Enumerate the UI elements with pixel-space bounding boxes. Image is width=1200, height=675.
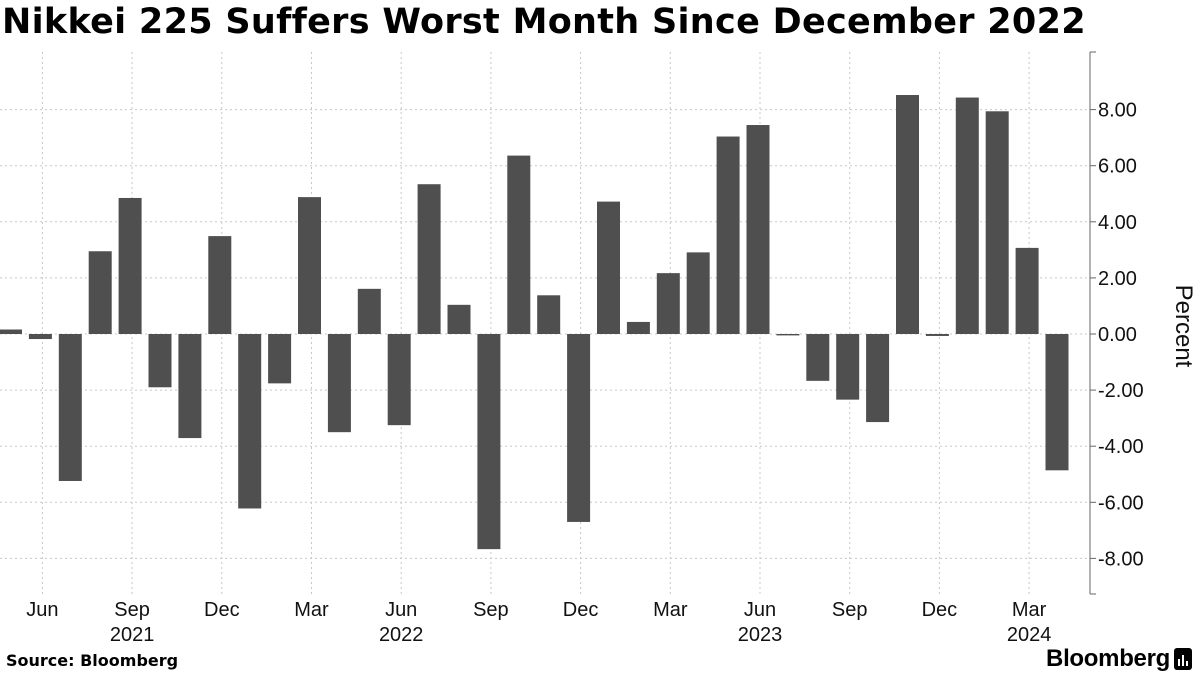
x-tick-label: Mar xyxy=(653,599,688,621)
bar-2024-04 xyxy=(1045,334,1069,471)
x-tick-label: Mar xyxy=(294,599,329,621)
y-tick-label: -6.00 xyxy=(1098,492,1144,514)
y-tick-label: 4.00 xyxy=(1098,212,1137,234)
bar-2022-04 xyxy=(327,334,351,433)
y-tick-label: 0.00 xyxy=(1098,324,1137,346)
y-tick-label: 2.00 xyxy=(1098,268,1137,290)
x-tick-label: Sep xyxy=(473,599,509,621)
x-tick-label: Dec xyxy=(563,599,599,621)
bar-2022-09 xyxy=(477,334,501,550)
bar-2024-02 xyxy=(985,111,1009,335)
bloomberg-terminal-icon xyxy=(1174,648,1192,670)
bar-2022-06 xyxy=(387,334,411,426)
y-tick-label: 6.00 xyxy=(1098,156,1137,178)
source-note: Source: Bloomberg xyxy=(6,651,179,670)
x-year-label: 2023 xyxy=(738,624,783,646)
y-tick-label: 8.00 xyxy=(1098,100,1137,122)
bar-2022-12 xyxy=(567,334,591,522)
y-axis: 8.00 6.00 4.00 2.00 0.00 -2.00 -4.00 -6.00 -8.00 xyxy=(1089,51,1144,595)
chart-title: Nikkei 225 Suffers Worst Month Since Dec… xyxy=(2,2,1086,42)
bar-2022-03 xyxy=(298,197,321,334)
bar-2024-01 xyxy=(955,97,979,334)
bar-2022-10 xyxy=(507,155,531,334)
bar-2021-07 xyxy=(58,334,82,481)
bar-2022-07 xyxy=(417,184,441,334)
bar-2022-02 xyxy=(268,334,292,384)
bar-2023-02 xyxy=(626,321,650,334)
x-tick-label: Dec xyxy=(204,599,240,621)
bar-2023-10 xyxy=(866,334,890,423)
x-tick-label: Jun xyxy=(26,599,58,621)
x-tick-label: Mar xyxy=(1012,599,1047,621)
x-year-label: 2022 xyxy=(379,624,424,646)
bar-2023-05 xyxy=(716,136,740,334)
bar-2023-11 xyxy=(896,95,919,334)
bar-2021-09 xyxy=(118,197,142,334)
x-tick-label: Sep xyxy=(114,599,150,621)
bar-2021-11 xyxy=(178,334,202,439)
x-year-label: 2021 xyxy=(110,624,155,646)
x-tick-label: Jun xyxy=(744,599,776,621)
bar-2023-08 xyxy=(806,334,830,381)
bar-2021-05 xyxy=(0,329,22,334)
bar-2021-10 xyxy=(148,334,172,388)
y-tick-label: -8.00 xyxy=(1098,548,1144,570)
bar-2023-04 xyxy=(686,252,710,334)
x-tick-label: Sep xyxy=(832,599,868,621)
bar-2022-08 xyxy=(447,304,471,334)
bar-2024-03 xyxy=(1015,247,1039,334)
bar-2023-07 xyxy=(776,334,800,336)
bar-2022-01 xyxy=(238,334,262,509)
bar-2023-03 xyxy=(656,273,680,334)
bar-2022-05 xyxy=(357,288,381,334)
x-year-label: 2024 xyxy=(1007,624,1052,646)
bar-2022-11 xyxy=(537,295,561,334)
bar-2021-08 xyxy=(88,251,112,334)
brand-name: Bloomberg xyxy=(1046,645,1170,672)
bloomberg-logo: Bloomberg xyxy=(1046,645,1192,673)
bar-2021-06 xyxy=(28,334,52,340)
bars xyxy=(0,95,1069,550)
x-tick-label: Jun xyxy=(385,599,417,621)
x-tick-label: Dec xyxy=(922,599,958,621)
x-axis: Jun Sep Dec Mar Jun Sep Dec Mar Jun Sep Dec Mar 2021… xyxy=(26,599,1051,646)
bar-2023-01 xyxy=(597,201,620,334)
y-tick-label: -4.00 xyxy=(1098,436,1144,458)
bar-2023-09 xyxy=(836,334,860,400)
y-axis-label: Percent xyxy=(1170,285,1197,368)
bar-2023-06 xyxy=(746,125,770,334)
y-tick-label: -2.00 xyxy=(1098,380,1144,402)
bar-2023-12 xyxy=(925,334,949,336)
bar-2021-12 xyxy=(208,236,232,334)
